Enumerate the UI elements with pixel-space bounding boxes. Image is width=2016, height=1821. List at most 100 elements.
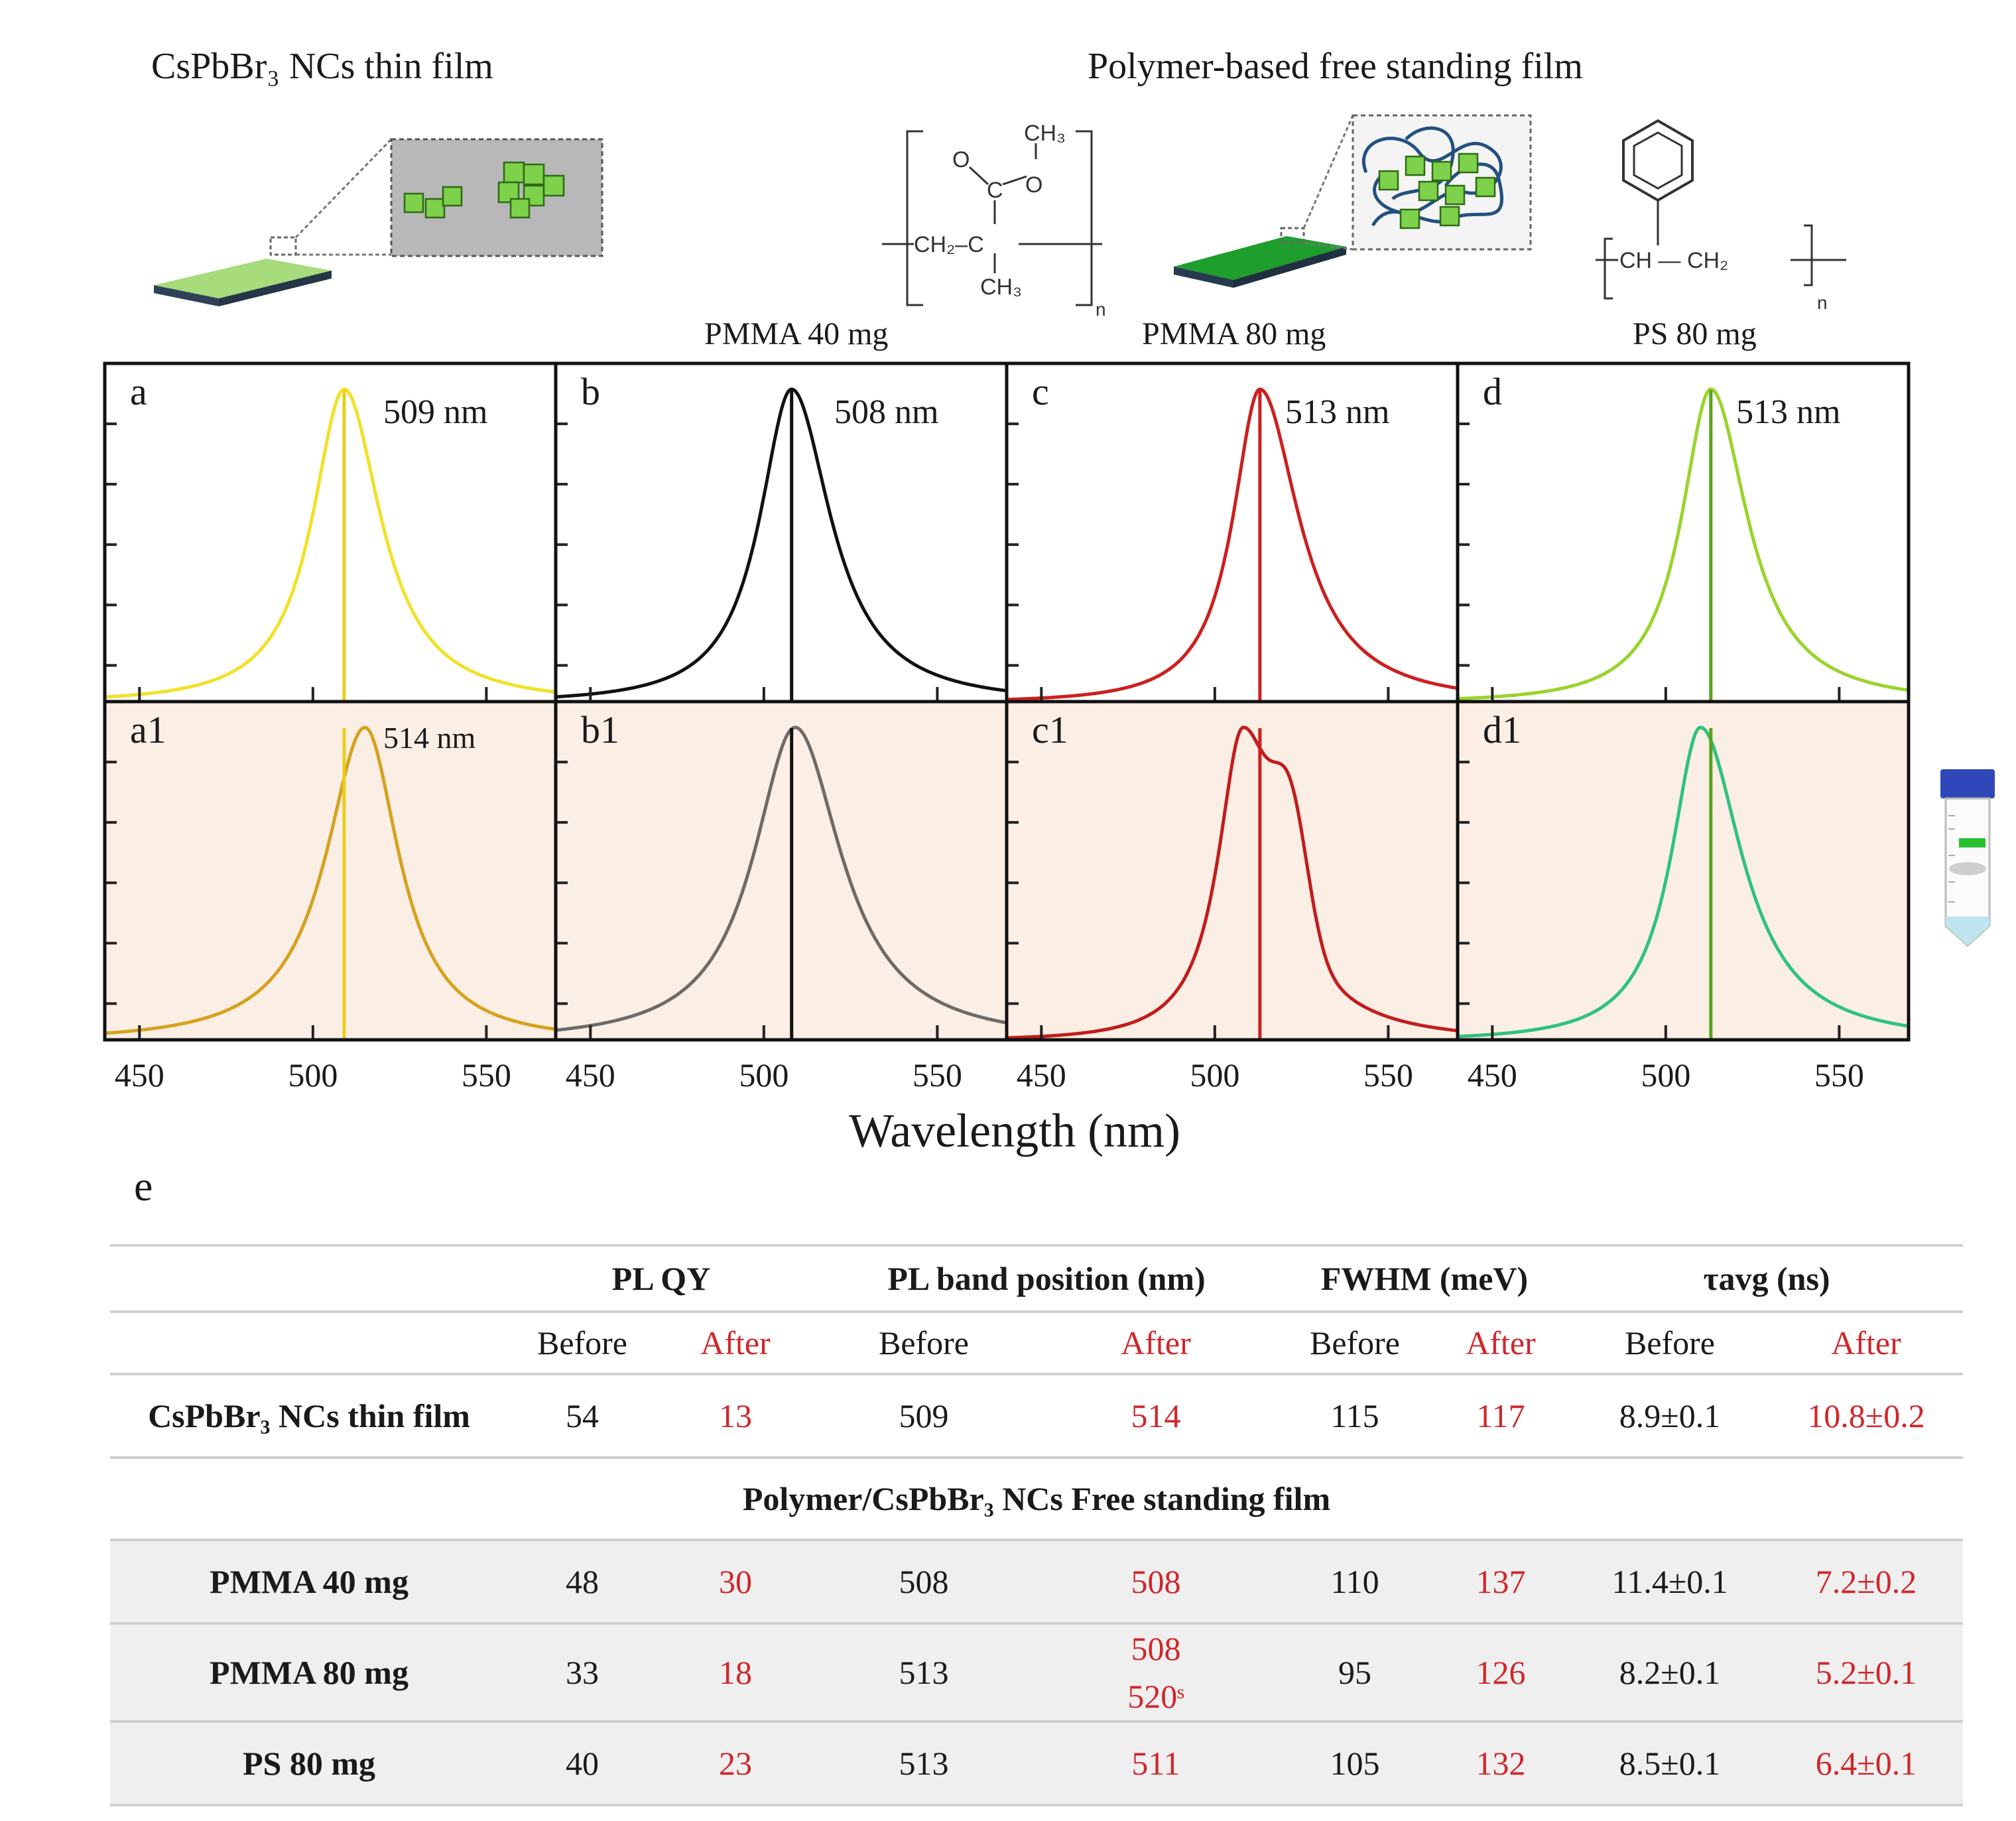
cell: 7.2±0.2 — [1769, 1540, 1963, 1625]
row-name: CsPbBr₃ NCs thin film — [110, 1374, 508, 1459]
cell: 117 — [1431, 1374, 1570, 1459]
spectrum-curve-a — [104, 387, 556, 699]
cell: 40 — [508, 1722, 657, 1806]
x-tick-label: 500 — [288, 1056, 338, 1094]
cell: 8.9±0.1 — [1570, 1374, 1769, 1459]
section-title: Polymer/CsPbBr₃ NCs Free standing film — [110, 1458, 1963, 1541]
pmma-formula-icon: CH₃ O C O CH₂–C CH₃ n — [882, 121, 1106, 320]
cell: 105 — [1279, 1722, 1431, 1806]
spectrum-curve-d — [1457, 387, 1909, 701]
polymer-nanocube-icon — [1378, 153, 1496, 229]
cell: 508 — [1033, 1540, 1279, 1625]
cell: 30 — [657, 1540, 814, 1625]
x-tick-label: 550 — [462, 1056, 511, 1094]
results-table: PL QY PL band position (nm) FWHM (meV) τ… — [110, 1244, 1963, 1806]
panel-label-c1: c1 — [1032, 708, 1068, 751]
cell: 5.2±0.1 — [1769, 1623, 1963, 1723]
cell: 13 — [657, 1374, 814, 1459]
spectrum-curve-b1 — [555, 725, 1007, 1032]
panel-e-label: e — [134, 1162, 153, 1210]
panel-bg-a1 — [105, 702, 556, 1040]
cell: 509 — [814, 1374, 1033, 1459]
thin-film-substrate-icon — [154, 138, 603, 306]
table-sub-header-row: Before After Before After Before After B… — [110, 1312, 1963, 1375]
cell: 8.5±0.1 — [1570, 1722, 1769, 1806]
sub-header: After — [1431, 1312, 1570, 1375]
ps-n: n — [1817, 292, 1828, 313]
cell: 115 — [1279, 1374, 1431, 1459]
spectrum-curve-c1 — [1006, 725, 1458, 1040]
pmma-c: C — [987, 178, 1003, 203]
sub-header: After — [1033, 1312, 1279, 1375]
pmma-o-single: O — [1025, 172, 1042, 198]
panel-frame-c — [1005, 361, 1460, 704]
cell: 33 — [508, 1623, 657, 1723]
panel-label-a1: a1 — [130, 708, 166, 751]
cell: 513 — [814, 1623, 1033, 1723]
sub-header: After — [657, 1312, 814, 1375]
spectrum-curve-a1 — [104, 725, 556, 1035]
panel-label-a: a — [130, 370, 147, 413]
row-name: PMMA 80 mg — [110, 1623, 508, 1723]
cell-band-after: 508 520ˢ — [1033, 1623, 1279, 1723]
pmma-ch3-top: CH₃ — [1024, 121, 1066, 146]
thin-film-title: CsPbBr₃ NCs thin film — [151, 46, 493, 87]
cell: 137 — [1431, 1540, 1570, 1625]
cell: 8.2±0.1 — [1570, 1623, 1769, 1723]
cell: 18 — [657, 1623, 814, 1723]
vial-icon — [1940, 769, 1995, 948]
x-tick-label: 500 — [1190, 1056, 1239, 1094]
panel-bg-c1 — [1007, 702, 1458, 1040]
pmma-o-double: O — [952, 147, 970, 172]
x-tick-label: 550 — [1814, 1056, 1864, 1094]
header-pl-band: PL band position (nm) — [814, 1244, 1279, 1313]
sub-header: Before — [1570, 1312, 1769, 1375]
panel-label-d: d — [1483, 370, 1502, 413]
cell: 95 — [1279, 1623, 1431, 1723]
sub-header: After — [1769, 1312, 1963, 1375]
table-row-thin-film: CsPbBr₃ NCs thin film 54 13 509 514 115 … — [110, 1374, 1963, 1459]
header-fwhm: FWHM (meV) — [1279, 1244, 1570, 1313]
pmma-ch3-bottom: CH₃ — [980, 275, 1022, 300]
sub-header: Before — [814, 1312, 1033, 1375]
cell: 513 — [814, 1722, 1033, 1806]
cell: 508 — [1131, 1630, 1181, 1667]
panel-frame-d1 — [1456, 700, 1911, 1042]
x-tick-label: 450 — [115, 1056, 164, 1094]
cell: 23 — [657, 1722, 814, 1806]
header-empty — [110, 1244, 508, 1313]
panel-label-b1: b1 — [581, 708, 619, 751]
spectrum-curve-d1 — [1457, 725, 1909, 1038]
cell: 10.8±0.2 — [1769, 1374, 1963, 1459]
sub-header: Before — [508, 1312, 657, 1375]
sub-header-empty — [110, 1312, 508, 1375]
sub-header: Before — [1279, 1312, 1431, 1375]
pmma-n: n — [1096, 299, 1106, 320]
cell: 514 — [1033, 1374, 1279, 1459]
cell: 132 — [1431, 1722, 1570, 1806]
panel-frame-a — [103, 361, 558, 704]
nanocube-cluster-icon — [403, 161, 565, 219]
table-group-header-row: PL QY PL band position (nm) FWHM (meV) τ… — [110, 1244, 1963, 1313]
free-film-title: Polymer-based free standing film — [1088, 46, 1583, 87]
panel-label-d1: d1 — [1483, 708, 1521, 751]
peak-annotation-c: 513 nm — [1285, 393, 1389, 431]
x-tick-label: 450 — [566, 1056, 615, 1094]
table-row-ps80: PS 80 mg 40 23 513 511 105 132 8.5±0.1 6… — [110, 1722, 1963, 1806]
peak-annotation-d: 513 nm — [1736, 393, 1840, 431]
x-tick-label: 550 — [913, 1056, 962, 1094]
peak-annotation-a1: 514 nm — [383, 721, 476, 755]
header-tau: τavg (ns) — [1570, 1244, 1963, 1313]
x-axis-label: Wavelength (nm) — [849, 1104, 1181, 1157]
cell: 511 — [1033, 1722, 1279, 1806]
cell: 48 — [508, 1540, 657, 1625]
x-tick-label: 450 — [1468, 1056, 1517, 1094]
row-name: PS 80 mg — [110, 1722, 508, 1806]
peak-annotation-a: 509 nm — [383, 393, 487, 431]
ps-formula-icon: CH — CH₂ n — [1596, 119, 1846, 313]
x-tick-label: 450 — [1017, 1056, 1066, 1094]
panel-label-c: c — [1032, 370, 1049, 413]
table-section-row: Polymer/CsPbBr₃ NCs Free standing film — [110, 1458, 1963, 1541]
cell-extra: 520ˢ — [1127, 1678, 1184, 1715]
